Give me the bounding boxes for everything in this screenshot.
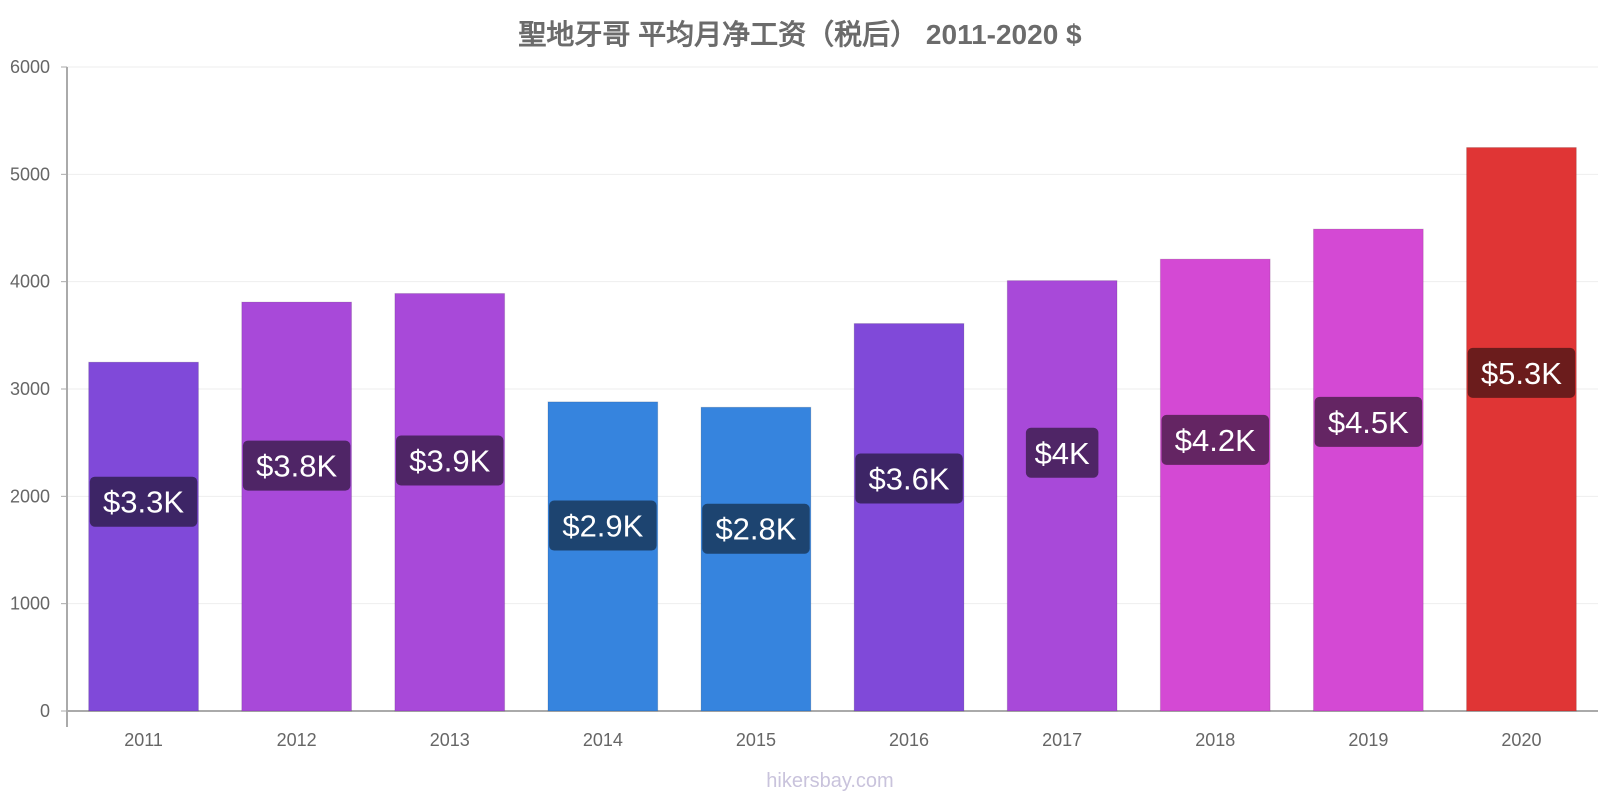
- data-label: $3.8K: [256, 449, 337, 484]
- data-labels: $3.3K $3.8K $3.9K $2.9K $2.8K $3.6K $4K $4.2K $4…: [89, 347, 1576, 554]
- x-tick-label: 2016: [889, 730, 929, 750]
- x-tick-label: 2011: [124, 730, 163, 750]
- data-label: $3.6K: [869, 462, 950, 497]
- y-tick-label: 6000: [10, 57, 50, 77]
- bar: [700, 406, 812, 712]
- data-label: $4.2K: [1175, 423, 1256, 458]
- bar: [547, 401, 659, 712]
- x-tick-label: 2020: [1501, 730, 1541, 750]
- data-label-box: [702, 503, 810, 554]
- bar: [394, 292, 506, 712]
- bar: [88, 361, 199, 712]
- x-tick-label: 2018: [1195, 730, 1235, 750]
- data-label: $3.9K: [409, 443, 490, 478]
- bar: [853, 323, 965, 712]
- data-label-box: [1161, 414, 1269, 465]
- data-label: $2.8K: [715, 512, 796, 547]
- data-label: $5.3K: [1481, 356, 1562, 391]
- x-tick-label: 2015: [736, 730, 776, 750]
- data-label-box: [855, 453, 963, 504]
- data-label-box: [1467, 347, 1576, 398]
- y-tick-label: 5000: [10, 164, 50, 184]
- watermark-text: hikersbay.com: [766, 770, 893, 792]
- x-tick-label: 2017: [1042, 730, 1082, 750]
- x-tick-label: 2019: [1348, 730, 1388, 750]
- data-label-box: [396, 435, 504, 486]
- data-label: $3.3K: [103, 485, 184, 520]
- bar: [1312, 228, 1424, 712]
- data-label: $4K: [1035, 436, 1090, 471]
- data-label: $4.5K: [1328, 405, 1409, 440]
- bar: [241, 301, 353, 712]
- y-tick-label: 3000: [10, 379, 50, 399]
- data-label-box: [242, 440, 351, 491]
- data-label-box: [1314, 396, 1423, 447]
- x-tick-label: 2012: [277, 730, 317, 750]
- data-label-box: [549, 500, 657, 551]
- data-label: $2.9K: [562, 509, 643, 544]
- data-label-box: [1025, 427, 1099, 478]
- chart-title: 聖地牙哥 平均月净工资（税后） 2011-2020 $: [518, 18, 1082, 50]
- bars: [88, 147, 1577, 712]
- bar: [1466, 147, 1577, 712]
- data-label-box: [89, 476, 198, 527]
- y-tick-label: 1000: [10, 594, 50, 614]
- x-tick-label: 2014: [583, 730, 623, 750]
- y-tick-label: 0: [40, 701, 50, 721]
- x-tick-label: 2013: [430, 730, 470, 750]
- y-tick-label: 4000: [10, 272, 50, 292]
- bar: [1006, 280, 1118, 712]
- y-tick-label: 2000: [10, 486, 50, 506]
- bar: [1159, 258, 1271, 712]
